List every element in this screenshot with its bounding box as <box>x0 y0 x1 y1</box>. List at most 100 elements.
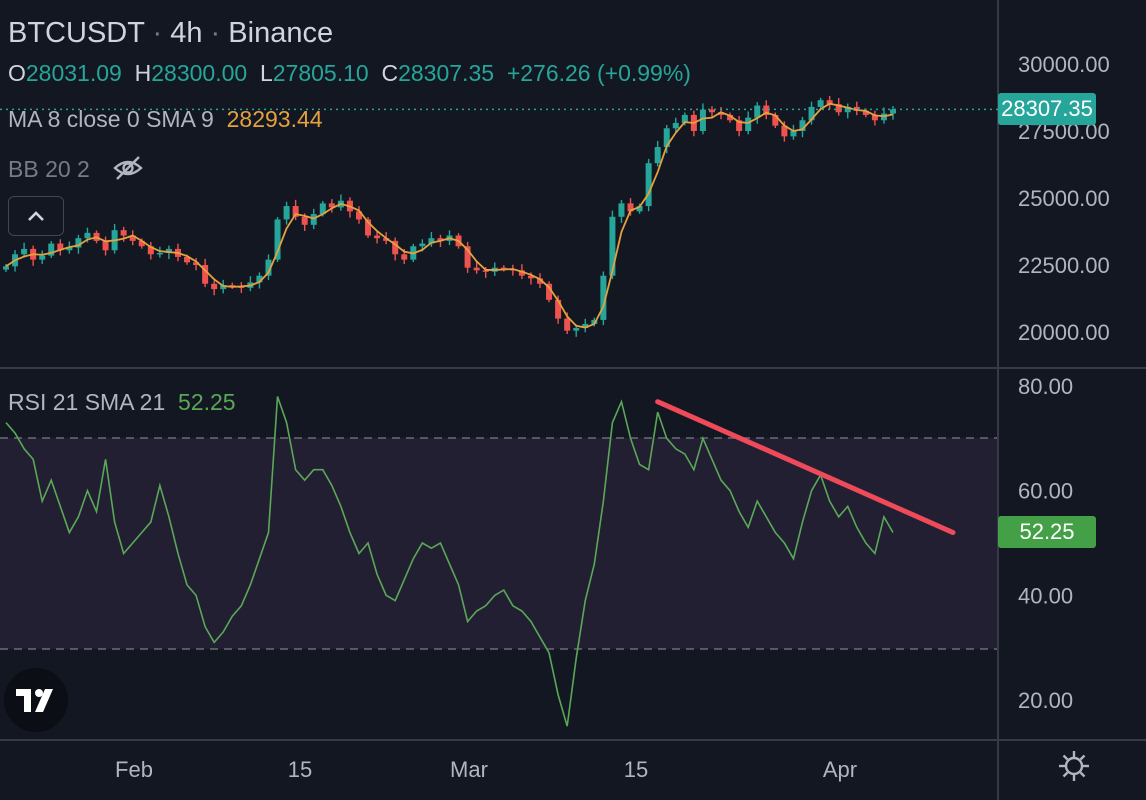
price-tick-label: 20000.00 <box>1018 320 1110 345</box>
candle-body <box>229 285 236 287</box>
candle-body <box>283 206 290 220</box>
tradingview-logo[interactable] <box>4 668 68 732</box>
candle-body <box>654 147 661 164</box>
candle-body <box>202 265 209 284</box>
time-tick-label: Apr <box>823 757 857 782</box>
candle-body <box>862 110 869 115</box>
candle-body <box>718 112 725 115</box>
candle-body <box>618 203 625 217</box>
time-tick-label: 15 <box>624 757 648 782</box>
candle-body <box>156 252 163 255</box>
candle-body <box>582 323 589 328</box>
candle-body <box>754 105 761 118</box>
candle-body <box>772 114 779 126</box>
candle-body <box>184 256 191 263</box>
candle-body <box>835 104 842 113</box>
candle-body <box>681 114 688 123</box>
change-value: +276.26 (+0.99%) <box>506 60 691 86</box>
moving-average-series <box>5 102 894 329</box>
price-tick-label: 30000.00 <box>1018 52 1110 77</box>
symbol-name[interactable]: BTCUSDT <box>8 17 145 49</box>
close-key: C <box>381 60 399 86</box>
candle-body <box>826 100 833 105</box>
collapse-legend-button[interactable] <box>8 196 64 236</box>
title-separator: · <box>210 17 221 49</box>
rsi-trendline-group[interactable] <box>655 399 956 536</box>
candle-body <box>808 106 815 121</box>
candle-body <box>871 114 878 121</box>
rsi-value-tag: 52.25 <box>998 516 1096 548</box>
ma-label: MA 8 close 0 SMA 9 <box>8 106 214 132</box>
ohlc-legend: O28031.09 H28300.00 L27805.10 C28307.35 … <box>8 60 691 87</box>
candle-body <box>573 327 580 331</box>
candle-body <box>84 232 91 239</box>
candle-body <box>419 243 426 247</box>
rsi-tick-label: 80.00 <box>1018 374 1073 399</box>
candle-body <box>609 216 616 276</box>
candle-body <box>890 109 896 114</box>
candle-body <box>736 120 743 131</box>
eye-off-icon[interactable] <box>112 154 144 188</box>
candle-body <box>500 267 507 270</box>
rsi-band-fill <box>0 438 998 649</box>
candle-body <box>211 283 218 290</box>
candle-body <box>537 278 544 284</box>
candle-body <box>138 240 145 247</box>
candle-body <box>428 238 435 244</box>
candle-body <box>374 235 381 239</box>
candle-body <box>555 299 562 319</box>
chart-title[interactable]: BTCUSDT · 4h · Binance <box>8 17 333 50</box>
open-key: O <box>8 60 26 86</box>
ma-legend[interactable]: MA 8 close 0 SMA 9 28293.44 <box>8 106 323 133</box>
candle-body <box>165 248 172 253</box>
rsi-legend[interactable]: RSI 21 SMA 21 52.25 <box>8 389 236 416</box>
candle-body <box>636 206 643 212</box>
rsi-tick-label: 20.00 <box>1018 688 1073 713</box>
candle-body <box>319 203 326 215</box>
candle-body <box>853 106 860 111</box>
candle-body <box>3 266 9 270</box>
candle-body <box>546 283 553 300</box>
candle-body <box>745 117 752 131</box>
candle-body <box>564 318 571 331</box>
chevron-up-icon <box>28 211 44 221</box>
rsi-line <box>5 396 894 727</box>
ma-value: 28293.44 <box>226 106 323 132</box>
price-tick-label: 22500.00 <box>1018 253 1110 278</box>
candle-body <box>781 125 788 137</box>
ma-line <box>5 102 894 329</box>
rsi-trendline[interactable] <box>655 399 956 536</box>
candle-body <box>817 100 824 107</box>
candle-body <box>708 109 715 113</box>
gear-icon[interactable] <box>1055 747 1093 790</box>
last-price-tag: 28307.35 <box>998 93 1096 125</box>
rsi-tick-label: 40.00 <box>1018 583 1073 608</box>
close-value: 28307.35 <box>398 60 495 86</box>
interval-label[interactable]: 4h <box>170 17 203 49</box>
candle-body <box>129 235 136 241</box>
candle-body <box>591 319 598 324</box>
candle-body <box>699 109 706 131</box>
candle-body <box>799 120 806 131</box>
candle-body <box>39 255 46 260</box>
candle-body <box>663 128 670 148</box>
candle-body <box>518 270 525 276</box>
candle-body <box>21 248 28 255</box>
candle-body <box>437 238 444 241</box>
candle-body <box>147 246 154 255</box>
candle-body <box>57 243 64 251</box>
candle-body <box>75 238 82 248</box>
rsi-value: 52.25 <box>178 389 236 415</box>
candle-body <box>355 211 362 220</box>
exchange-label: Binance <box>228 17 334 49</box>
bb-legend[interactable]: BB 20 2 <box>8 154 144 188</box>
candle-body <box>102 240 109 251</box>
high-key: H <box>134 60 152 86</box>
rsi-tick-label: 60.00 <box>1018 479 1073 504</box>
candle-body <box>66 247 73 251</box>
candle-body <box>600 275 607 320</box>
candle-body <box>482 270 489 272</box>
candle-body <box>790 131 797 137</box>
low-key: L <box>259 60 273 86</box>
